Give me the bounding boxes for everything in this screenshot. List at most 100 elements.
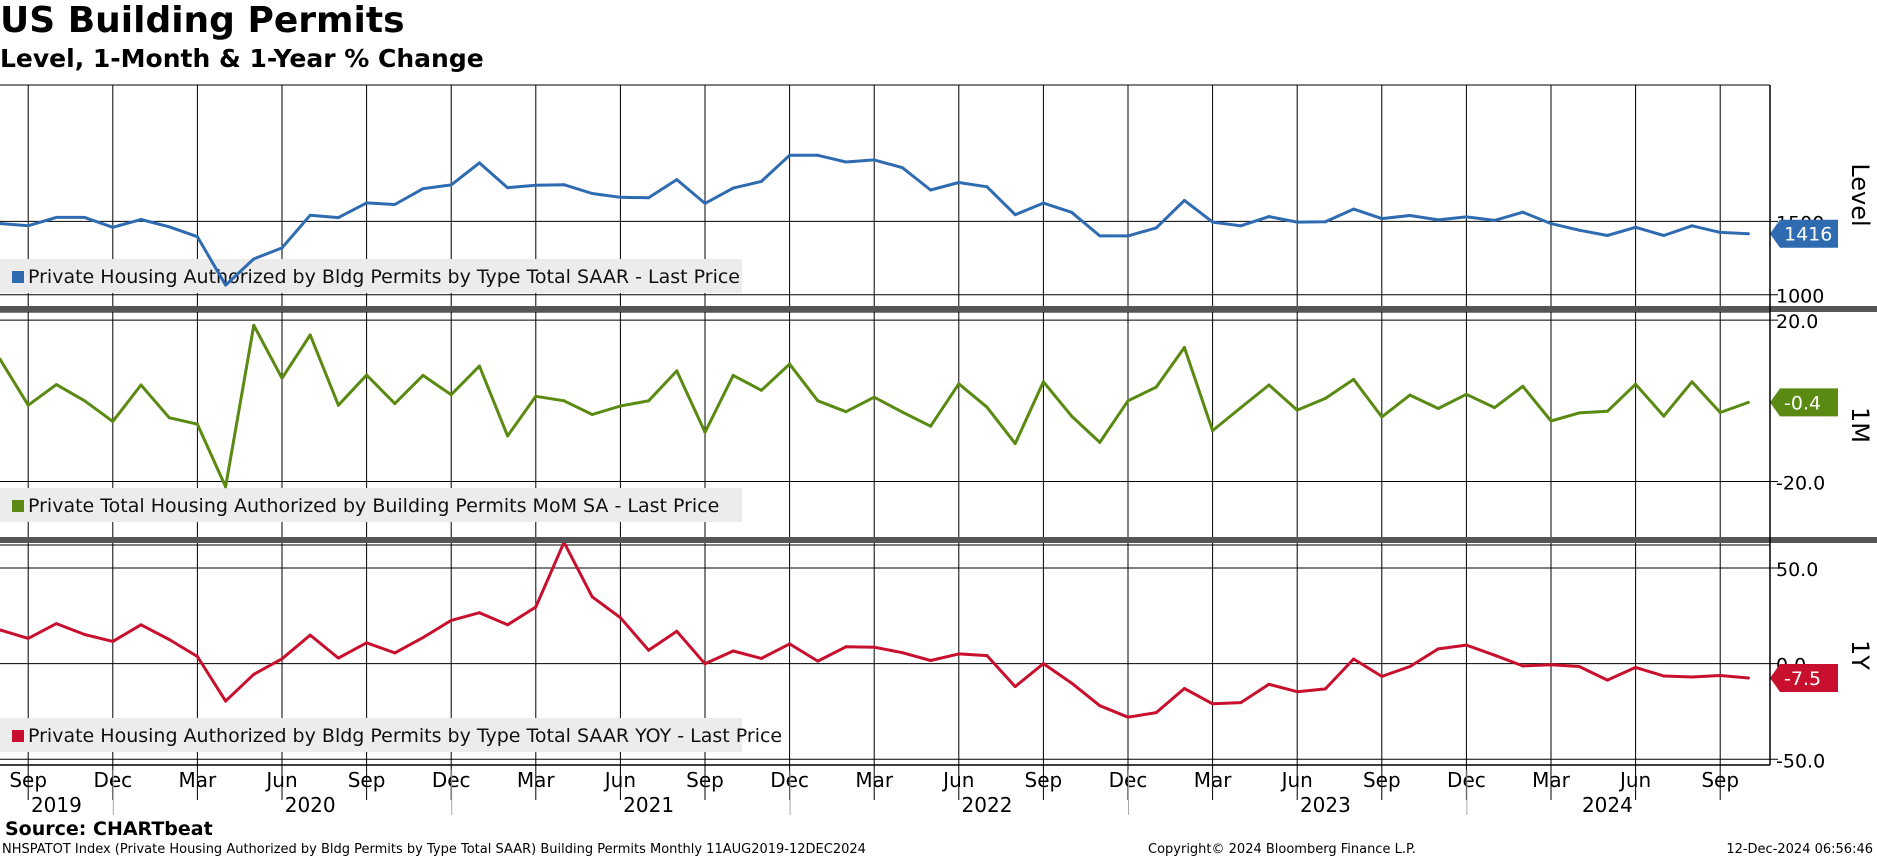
data-point — [393, 402, 397, 406]
data-point — [1577, 228, 1581, 232]
x-year-label: 2023 — [1300, 793, 1351, 815]
data-point — [1634, 665, 1638, 669]
data-point — [449, 393, 453, 397]
data-point — [421, 636, 425, 640]
x-tick-label: Sep — [348, 768, 386, 792]
data-point — [1098, 704, 1102, 708]
data-point — [1634, 382, 1638, 386]
data-point — [1493, 406, 1497, 410]
data-point — [1662, 414, 1666, 418]
x-tick-label: Sep — [1701, 768, 1739, 792]
data-point — [167, 416, 171, 420]
data-point — [1211, 429, 1215, 433]
data-point — [0, 221, 2, 225]
y-axis-label: 1M — [1846, 407, 1874, 443]
data-point — [421, 187, 425, 191]
data-point — [280, 376, 284, 380]
data-point — [1295, 408, 1299, 412]
legend-label: Private Housing Authorized by Bldg Permi… — [28, 725, 782, 747]
source-note: Source: CHARTbeat — [5, 818, 213, 840]
data-point — [1211, 702, 1215, 706]
data-point — [1662, 233, 1666, 237]
data-point — [421, 373, 425, 377]
data-point — [224, 283, 228, 287]
y-axis-label: Level — [1846, 163, 1874, 226]
last-value-tag — [1770, 219, 1838, 248]
data-point — [675, 369, 679, 373]
data-point — [477, 364, 481, 368]
x-tick-label: Mar — [1194, 768, 1233, 792]
x-tick-label: Sep — [9, 768, 47, 792]
x-tick-label: Mar — [517, 768, 556, 792]
data-point — [675, 178, 679, 182]
data-point — [195, 235, 199, 239]
data-point — [759, 179, 763, 183]
data-point — [534, 605, 538, 609]
data-point — [1013, 213, 1017, 217]
data-point — [1690, 675, 1694, 679]
data-point — [1605, 678, 1609, 682]
x-tick-label: Mar — [179, 768, 218, 792]
data-point — [618, 404, 622, 408]
data-point — [788, 642, 792, 646]
data-point — [1098, 234, 1102, 238]
data-point — [759, 388, 763, 392]
data-point — [1549, 663, 1553, 667]
data-point — [252, 672, 256, 676]
x-tick-label: Sep — [1363, 768, 1401, 792]
chart-area: 10001500Private Housing Authorized by Bl… — [0, 84, 1877, 815]
data-point — [1070, 414, 1074, 418]
last-value-label: -7.5 — [1784, 668, 1821, 690]
data-point — [1436, 406, 1440, 410]
x-tick-label: Mar — [1532, 768, 1571, 792]
data-point — [985, 185, 989, 189]
data-point — [731, 186, 735, 190]
data-point — [1126, 234, 1130, 238]
y-tick-label: -50.0 — [1776, 750, 1825, 772]
data-point — [1408, 664, 1412, 668]
data-point — [1577, 664, 1581, 668]
data-point — [703, 662, 707, 666]
data-point — [900, 651, 904, 655]
data-point — [506, 186, 510, 190]
data-point — [1267, 682, 1271, 686]
data-point — [929, 424, 933, 428]
data-point — [139, 623, 143, 627]
data-point — [54, 622, 58, 626]
data-point — [336, 216, 340, 220]
panel-separator — [0, 537, 1877, 543]
legend-box — [0, 718, 742, 752]
data-point — [0, 357, 2, 361]
data-point — [393, 203, 397, 207]
data-point — [1521, 384, 1525, 388]
data-point — [365, 373, 369, 377]
x-year-label: 2022 — [962, 793, 1013, 815]
data-point — [1041, 201, 1045, 205]
data-point — [224, 485, 228, 489]
data-point — [731, 649, 735, 653]
data-point — [1408, 393, 1412, 397]
data-point — [1436, 218, 1440, 222]
data-point — [1352, 657, 1356, 661]
legend-label: Private Total Housing Authorized by Buil… — [28, 495, 719, 517]
data-point — [26, 224, 30, 228]
x-tick-label: Jun — [603, 768, 636, 792]
data-point — [477, 611, 481, 615]
data-point — [844, 410, 848, 414]
data-point — [195, 655, 199, 659]
data-point — [872, 645, 876, 649]
data-point — [0, 628, 2, 632]
data-point — [900, 166, 904, 170]
legend-label: Private Housing Authorized by Bldg Permi… — [28, 266, 740, 288]
data-point — [54, 215, 58, 219]
data-point — [26, 403, 30, 407]
data-point — [1126, 715, 1130, 719]
data-point — [759, 656, 763, 660]
data-point — [1605, 409, 1609, 413]
data-point — [1521, 664, 1525, 668]
data-point — [1493, 218, 1497, 222]
data-point — [1746, 400, 1750, 404]
data-point — [308, 213, 312, 217]
y-tick-label: 1000 — [1776, 286, 1824, 308]
data-point — [336, 656, 340, 660]
